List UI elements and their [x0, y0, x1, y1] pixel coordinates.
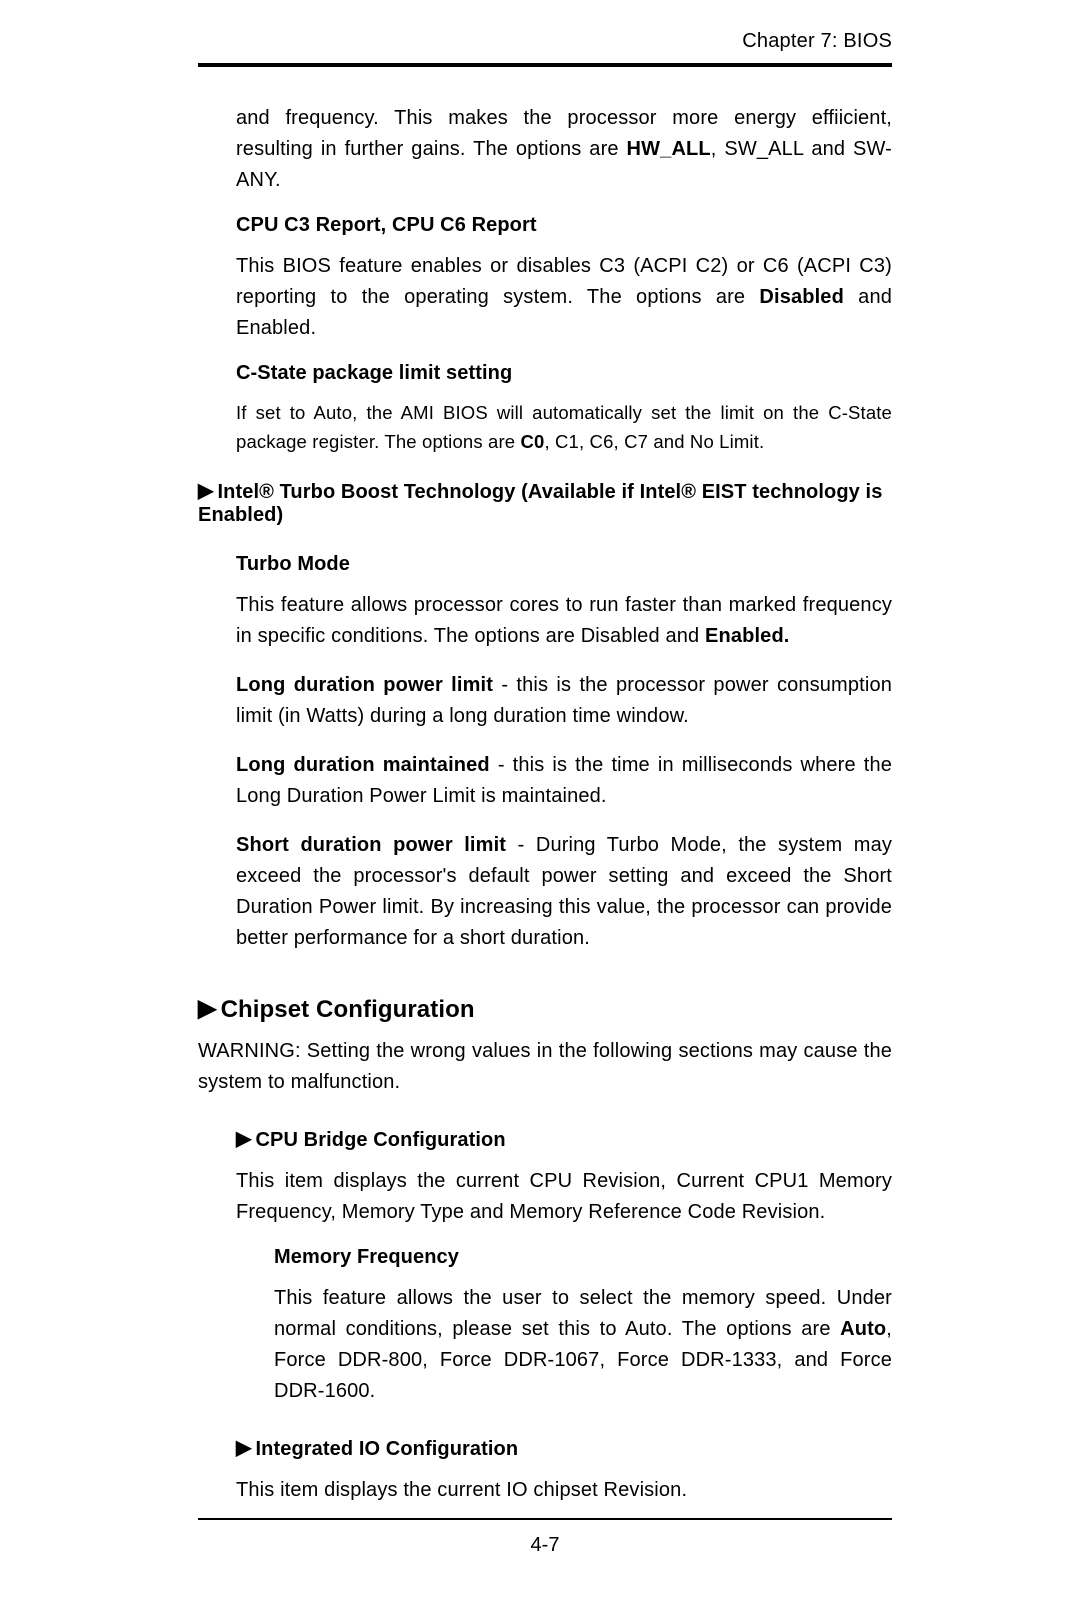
heading-memory-frequency: Memory Frequency [274, 1246, 892, 1269]
para-short-duration-power: Short duration power limit - During Turb… [236, 830, 892, 954]
para-memory-frequency: This feature allows the user to select t… [274, 1283, 892, 1407]
para-cpu-c3: This BIOS feature enables or disables C3… [236, 251, 892, 344]
header-rule [198, 63, 892, 67]
document-page: Chapter 7: BIOS and frequency. This make… [0, 0, 1080, 1597]
triangle-icon: ▶ [198, 994, 217, 1023]
heading-cpu-c3-report: CPU C3 Report, CPU C6 Report [236, 214, 892, 237]
triangle-icon: ▶ [198, 480, 213, 502]
para-cpu-bridge: This item displays the current CPU Revis… [236, 1166, 892, 1228]
heading-integrated-io: ▶Integrated IO Configuration [236, 1435, 892, 1461]
page-number: 4-7 [198, 1534, 892, 1557]
heading-chipset-configuration: ▶Chipset Configuration [198, 994, 892, 1024]
heading-turbo-mode: Turbo Mode [236, 553, 892, 576]
triangle-icon: ▶ [236, 1128, 251, 1150]
para-long-duration-maintained: Long duration maintained - this is the t… [236, 750, 892, 812]
para-cstate-limit: If set to Auto, the AMI BIOS will automa… [236, 399, 892, 456]
heading-turbo-boost: ▶Intel® Turbo Boost Technology (Availabl… [198, 478, 892, 527]
triangle-icon: ▶ [236, 1437, 251, 1459]
para-turbo-mode: This feature allows processor cores to r… [236, 590, 892, 652]
heading-cpu-bridge: ▶CPU Bridge Configuration [236, 1126, 892, 1152]
footer-rule [198, 1518, 892, 1520]
para-integrated-io: This item displays the current IO chipse… [236, 1475, 892, 1506]
heading-cstate-limit: C-State package limit setting [236, 362, 892, 385]
chapter-label: Chapter 7: BIOS [198, 30, 892, 53]
para-chipset-warning: WARNING: Setting the wrong values in the… [198, 1036, 892, 1098]
para-energy: and frequency. This makes the processor … [236, 103, 892, 196]
para-long-duration-power: Long duration power limit - this is the … [236, 670, 892, 732]
